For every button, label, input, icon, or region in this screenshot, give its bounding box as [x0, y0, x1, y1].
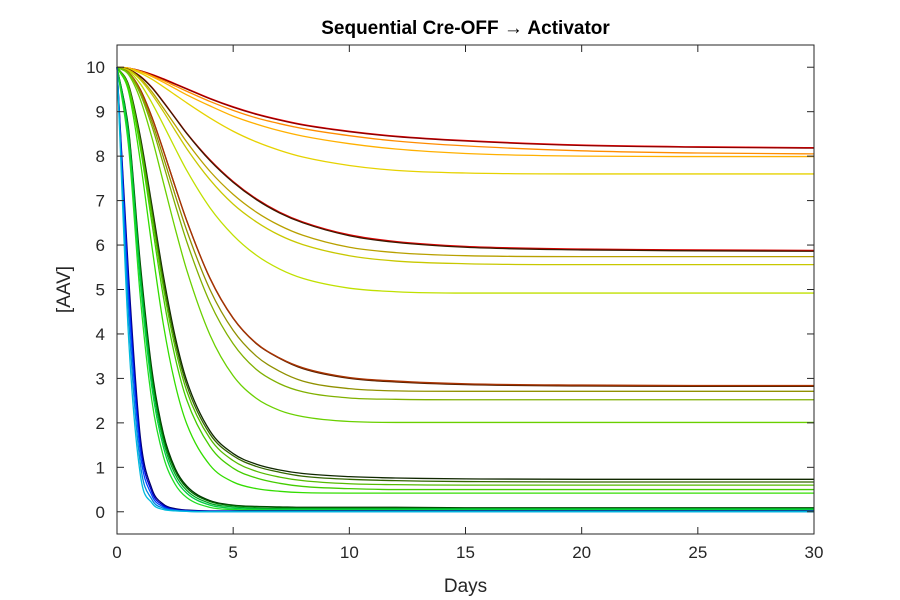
x-tick-label-3: 15 [456, 543, 475, 562]
x-axis-label: Days [444, 576, 487, 597]
y-tick-label-9: 9 [96, 103, 105, 122]
y-tick-label-10: 10 [86, 58, 105, 77]
series-line-24 [116, 67, 814, 511]
series-line-13 [116, 66, 814, 392]
y-tick-label-0: 0 [96, 503, 105, 522]
y-tick-label-5: 5 [96, 281, 105, 300]
x-tick-label-4: 20 [572, 543, 591, 562]
x-tick-label-1: 5 [228, 543, 237, 562]
series-line-19 [116, 66, 814, 491]
x-tick-label-0: 0 [112, 543, 121, 562]
y-tick-label-6: 6 [96, 236, 105, 255]
series-line-14 [116, 66, 815, 401]
plot-area-frame [116, 44, 815, 535]
y-tick-label-7: 7 [96, 192, 105, 211]
series-line-20 [116, 66, 814, 494]
x-tick-label-6: 30 [805, 543, 824, 562]
series-line-10 [116, 66, 814, 294]
series-line-30 [116, 67, 814, 513]
series-line-18 [116, 66, 814, 486]
y-axis-label: [AAV] [54, 266, 75, 313]
series-line-5 [116, 66, 814, 175]
series-line-3 [116, 66, 815, 155]
series-line-15 [116, 66, 814, 424]
series-line-8 [116, 66, 814, 258]
series-line-16 [116, 66, 814, 480]
ticks-layer: 0 5 10 15 20 25 30 0 1 2 3 4 5 6 7 8 9 10 [86, 45, 823, 562]
plot-area-background [117, 45, 814, 534]
y-tick-label-4: 4 [96, 325, 105, 344]
y-tick-label-8: 8 [96, 147, 105, 166]
y-tick-label-3: 3 [96, 369, 105, 388]
x-tick-label-5: 25 [688, 543, 707, 562]
x-tick-label-2: 10 [340, 543, 359, 562]
series-line-2 [116, 66, 815, 149]
series-line-23 [116, 67, 814, 510]
series-line-17 [116, 66, 814, 483]
y-tick-label-2: 2 [96, 414, 105, 433]
chart-title: Sequential Cre-OFF → Activator [321, 18, 610, 39]
series-line-9 [116, 66, 814, 266]
series-line-7 [116, 66, 815, 252]
series-layer [116, 66, 815, 513]
series-line-4 [116, 66, 814, 158]
series-line-12 [116, 66, 814, 387]
y-tick-label-1: 1 [96, 458, 105, 477]
